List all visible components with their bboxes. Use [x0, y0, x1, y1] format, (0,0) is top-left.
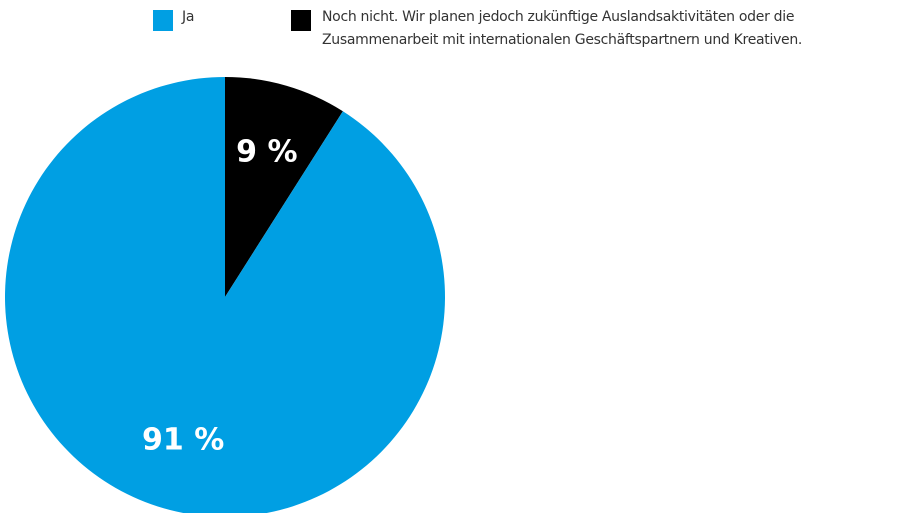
data-label: 9 % — [236, 134, 297, 169]
legend-label: Ja — [182, 9, 195, 25]
pie-slice — [225, 77, 343, 297]
legend-swatch — [291, 10, 311, 31]
legend-swatch — [153, 10, 173, 31]
data-label: 91 % — [142, 423, 224, 458]
legend-label: Noch nicht. Wir planen jedoch zukünftige… — [322, 9, 803, 48]
pie-slice — [5, 77, 445, 513]
